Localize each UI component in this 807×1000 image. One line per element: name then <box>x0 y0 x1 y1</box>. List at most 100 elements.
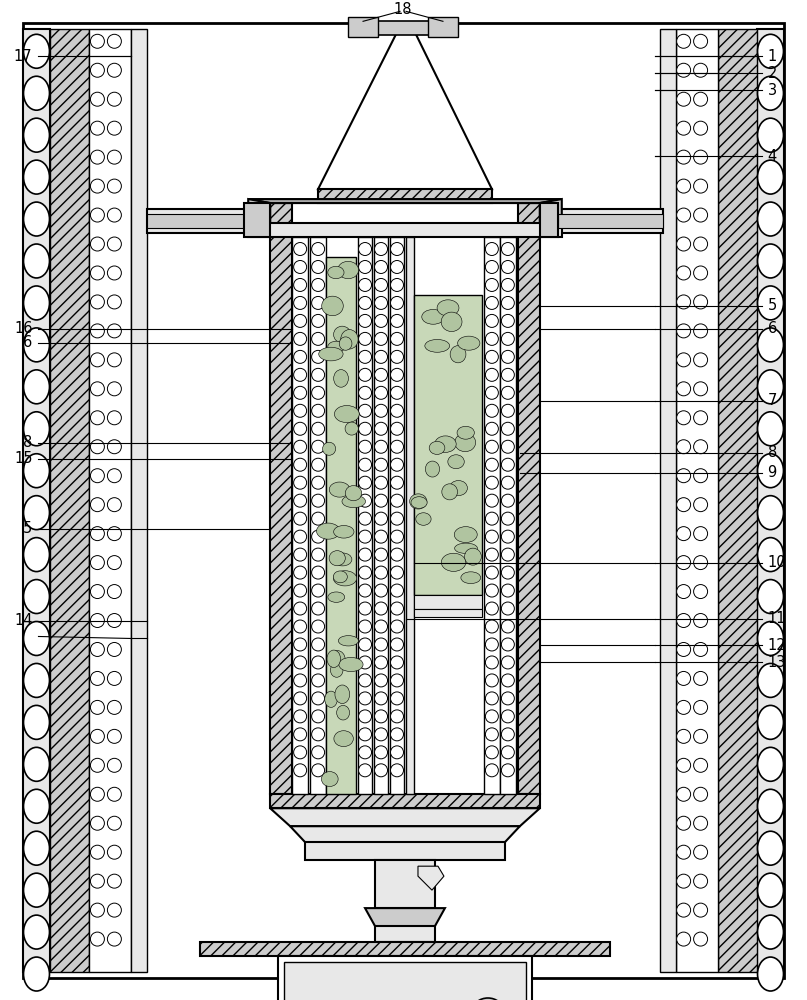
Text: 8: 8 <box>767 445 777 460</box>
Bar <box>375 860 435 908</box>
Circle shape <box>312 530 324 543</box>
Ellipse shape <box>23 34 49 68</box>
Circle shape <box>676 295 691 309</box>
Ellipse shape <box>758 915 784 949</box>
Circle shape <box>391 314 404 327</box>
Circle shape <box>693 816 708 830</box>
Circle shape <box>485 368 499 381</box>
Polygon shape <box>318 26 492 189</box>
Bar <box>352 21 452 35</box>
Circle shape <box>107 208 121 222</box>
Circle shape <box>676 179 691 193</box>
Bar <box>375 926 435 942</box>
Circle shape <box>374 350 387 363</box>
Circle shape <box>676 469 691 483</box>
Bar <box>23 29 51 972</box>
Circle shape <box>107 266 121 280</box>
Bar <box>414 609 482 617</box>
Bar <box>148 209 253 233</box>
Ellipse shape <box>334 731 353 747</box>
Circle shape <box>391 368 404 381</box>
Circle shape <box>90 845 104 859</box>
Circle shape <box>693 150 708 164</box>
Ellipse shape <box>341 330 358 349</box>
Circle shape <box>485 674 499 687</box>
Circle shape <box>312 440 324 453</box>
Circle shape <box>374 422 387 435</box>
Circle shape <box>501 458 514 471</box>
Circle shape <box>312 278 324 291</box>
Circle shape <box>676 700 691 714</box>
Circle shape <box>693 295 708 309</box>
Circle shape <box>294 530 307 543</box>
Bar <box>90 29 132 972</box>
Circle shape <box>374 764 387 777</box>
Circle shape <box>90 614 104 627</box>
Circle shape <box>501 386 514 399</box>
Text: 9: 9 <box>767 465 777 480</box>
Circle shape <box>676 556 691 570</box>
Ellipse shape <box>328 266 344 279</box>
Bar <box>249 223 562 237</box>
Circle shape <box>312 386 324 399</box>
Circle shape <box>485 278 499 291</box>
Circle shape <box>693 903 708 917</box>
Circle shape <box>107 642 121 656</box>
Circle shape <box>501 368 514 381</box>
Ellipse shape <box>425 461 440 477</box>
Ellipse shape <box>23 957 49 991</box>
Ellipse shape <box>458 336 480 350</box>
Ellipse shape <box>333 326 351 343</box>
Circle shape <box>90 469 104 483</box>
Circle shape <box>107 585 121 599</box>
Circle shape <box>294 638 307 651</box>
Circle shape <box>312 584 324 597</box>
Ellipse shape <box>337 261 358 279</box>
Bar <box>284 962 526 1000</box>
Circle shape <box>485 314 499 327</box>
Circle shape <box>90 440 104 454</box>
Ellipse shape <box>410 494 427 509</box>
Circle shape <box>485 494 499 507</box>
Ellipse shape <box>333 370 349 387</box>
Circle shape <box>676 266 691 280</box>
Circle shape <box>676 932 691 946</box>
Circle shape <box>676 440 691 454</box>
Circle shape <box>501 638 514 651</box>
Circle shape <box>374 332 387 345</box>
Circle shape <box>391 512 404 525</box>
Circle shape <box>501 620 514 633</box>
Circle shape <box>501 494 514 507</box>
Text: 6: 6 <box>23 335 32 350</box>
Circle shape <box>374 710 387 723</box>
Circle shape <box>501 332 514 345</box>
Circle shape <box>312 422 324 435</box>
Circle shape <box>358 656 371 669</box>
Circle shape <box>693 469 708 483</box>
Bar <box>292 237 308 794</box>
Circle shape <box>374 440 387 453</box>
Circle shape <box>374 243 387 255</box>
Circle shape <box>374 278 387 291</box>
Circle shape <box>676 527 691 541</box>
Circle shape <box>676 324 691 338</box>
Bar <box>318 189 492 203</box>
Ellipse shape <box>337 705 349 720</box>
Circle shape <box>312 710 324 723</box>
Polygon shape <box>249 199 270 223</box>
Ellipse shape <box>758 160 784 194</box>
Circle shape <box>358 620 371 633</box>
Circle shape <box>391 710 404 723</box>
Ellipse shape <box>758 873 784 907</box>
Circle shape <box>90 758 104 772</box>
Ellipse shape <box>23 663 49 697</box>
Ellipse shape <box>23 831 49 865</box>
Ellipse shape <box>758 747 784 781</box>
Circle shape <box>391 530 404 543</box>
Ellipse shape <box>465 548 481 565</box>
Text: 12: 12 <box>767 638 786 653</box>
Bar <box>270 203 292 794</box>
Circle shape <box>485 440 499 453</box>
Circle shape <box>391 764 404 777</box>
Ellipse shape <box>333 571 357 586</box>
